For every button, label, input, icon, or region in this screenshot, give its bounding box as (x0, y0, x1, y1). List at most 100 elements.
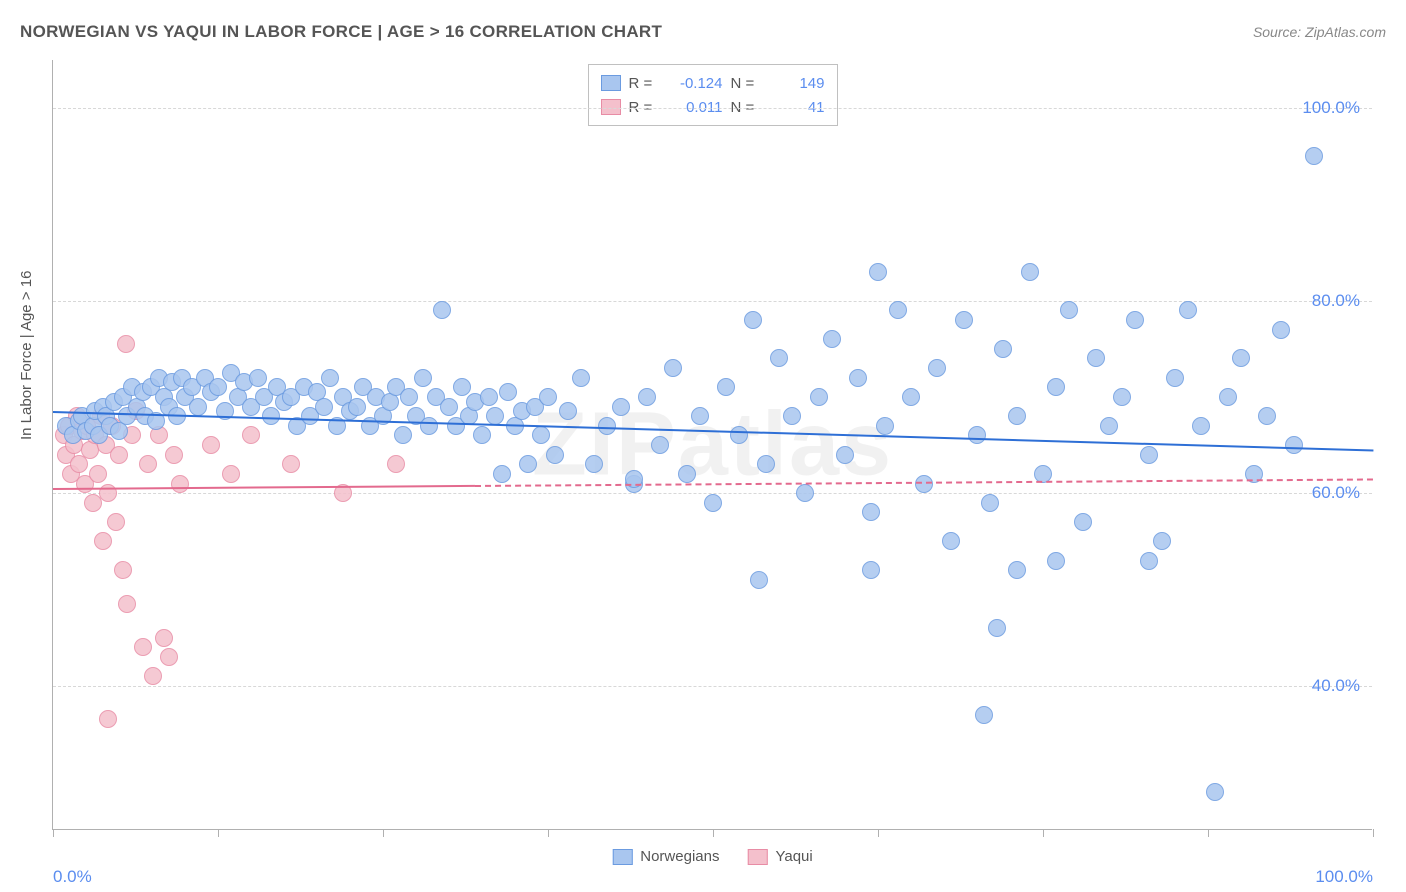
scatter-point-norwegians (453, 378, 471, 396)
x-tick-label: 100.0% (1315, 867, 1373, 887)
gridline (53, 301, 1372, 302)
scatter-point-norwegians (869, 263, 887, 281)
y-tick-label: 100.0% (1302, 98, 1360, 118)
r-value-yaqui: 0.011 (669, 99, 723, 116)
legend-item-norwegians: Norwegians (612, 848, 719, 865)
x-tick (53, 829, 54, 837)
scatter-point-norwegians (414, 369, 432, 387)
scatter-point-norwegians (902, 388, 920, 406)
scatter-plot-area: ZIPatlas R = -0.124 N = 149 R = 0.011 N … (52, 60, 1372, 830)
scatter-point-norwegians (1285, 436, 1303, 454)
scatter-point-yaqui (155, 629, 173, 647)
scatter-point-norwegians (836, 446, 854, 464)
x-tick (1043, 829, 1044, 837)
scatter-point-norwegians (988, 619, 1006, 637)
scatter-point-norwegians (1140, 446, 1158, 464)
scatter-point-norwegians (1140, 552, 1158, 570)
chart-title: NORWEGIAN VS YAQUI IN LABOR FORCE | AGE … (20, 22, 662, 42)
scatter-point-yaqui (282, 455, 300, 473)
scatter-point-norwegians (823, 330, 841, 348)
scatter-point-norwegians (810, 388, 828, 406)
x-tick (383, 829, 384, 837)
scatter-point-norwegians (394, 426, 412, 444)
scatter-point-norwegians (691, 407, 709, 425)
scatter-point-norwegians (1192, 417, 1210, 435)
scatter-point-yaqui (94, 532, 112, 550)
swatch-yaqui (601, 99, 621, 115)
scatter-point-norwegians (664, 359, 682, 377)
scatter-point-yaqui (139, 455, 157, 473)
scatter-point-norwegians (249, 369, 267, 387)
x-tick (1208, 829, 1209, 837)
scatter-point-norwegians (440, 398, 458, 416)
scatter-point-norwegians (717, 378, 735, 396)
scatter-point-norwegians (1100, 417, 1118, 435)
source-attribution: Source: ZipAtlas.com (1253, 24, 1386, 40)
scatter-point-yaqui (84, 494, 102, 512)
n-value-yaqui: 41 (771, 99, 825, 116)
scatter-point-norwegians (1206, 783, 1224, 801)
scatter-point-norwegians (678, 465, 696, 483)
scatter-point-norwegians (585, 455, 603, 473)
legend-item-yaqui: Yaqui (747, 848, 812, 865)
scatter-point-norwegians (480, 388, 498, 406)
watermark: ZIPatlas (532, 393, 893, 496)
scatter-point-norwegians (262, 407, 280, 425)
scatter-point-norwegians (1258, 407, 1276, 425)
n-value-norwegians: 149 (771, 75, 825, 92)
legend-label-norwegians: Norwegians (640, 848, 719, 865)
scatter-point-norwegians (1047, 552, 1065, 570)
scatter-point-norwegians (499, 383, 517, 401)
scatter-point-yaqui (99, 710, 117, 728)
scatter-point-yaqui (165, 446, 183, 464)
swatch-norwegians (601, 75, 621, 91)
correlation-legend: R = -0.124 N = 149 R = 0.011 N = 41 (588, 64, 838, 126)
scatter-point-norwegians (968, 426, 986, 444)
scatter-point-yaqui (222, 465, 240, 483)
scatter-point-norwegians (420, 417, 438, 435)
scatter-point-norwegians (757, 455, 775, 473)
scatter-point-norwegians (1087, 349, 1105, 367)
scatter-point-norwegians (1113, 388, 1131, 406)
scatter-point-norwegians (981, 494, 999, 512)
scatter-point-norwegians (1179, 301, 1197, 319)
legend-row-norwegians: R = -0.124 N = 149 (601, 71, 825, 95)
scatter-point-norwegians (315, 398, 333, 416)
scatter-point-norwegians (783, 407, 801, 425)
scatter-point-norwegians (348, 398, 366, 416)
scatter-point-norwegians (612, 398, 630, 416)
scatter-point-yaqui (110, 446, 128, 464)
scatter-point-norwegians (928, 359, 946, 377)
scatter-point-yaqui (202, 436, 220, 454)
scatter-point-norwegians (770, 349, 788, 367)
scatter-point-norwegians (955, 311, 973, 329)
swatch-yaqui (747, 849, 767, 865)
x-tick (548, 829, 549, 837)
scatter-point-norwegians (493, 465, 511, 483)
x-tick (1373, 829, 1374, 837)
scatter-point-yaqui (134, 638, 152, 656)
scatter-point-norwegians (519, 455, 537, 473)
scatter-point-norwegians (598, 417, 616, 435)
x-tick (713, 829, 714, 837)
scatter-point-norwegians (189, 398, 207, 416)
scatter-point-yaqui (242, 426, 260, 444)
scatter-point-norwegians (704, 494, 722, 512)
x-tick (878, 829, 879, 837)
scatter-point-norwegians (796, 484, 814, 502)
scatter-point-norwegians (750, 571, 768, 589)
scatter-point-yaqui (144, 667, 162, 685)
scatter-point-norwegians (889, 301, 907, 319)
scatter-point-norwegians (1047, 378, 1065, 396)
scatter-point-yaqui (114, 561, 132, 579)
scatter-point-norwegians (559, 402, 577, 420)
scatter-point-yaqui (89, 465, 107, 483)
scatter-point-yaqui (107, 513, 125, 531)
scatter-point-norwegians (730, 426, 748, 444)
scatter-point-norwegians (1074, 513, 1092, 531)
scatter-point-norwegians (862, 561, 880, 579)
scatter-point-norwegians (1008, 561, 1026, 579)
scatter-point-norwegians (651, 436, 669, 454)
scatter-point-norwegians (849, 369, 867, 387)
scatter-point-norwegians (1021, 263, 1039, 281)
